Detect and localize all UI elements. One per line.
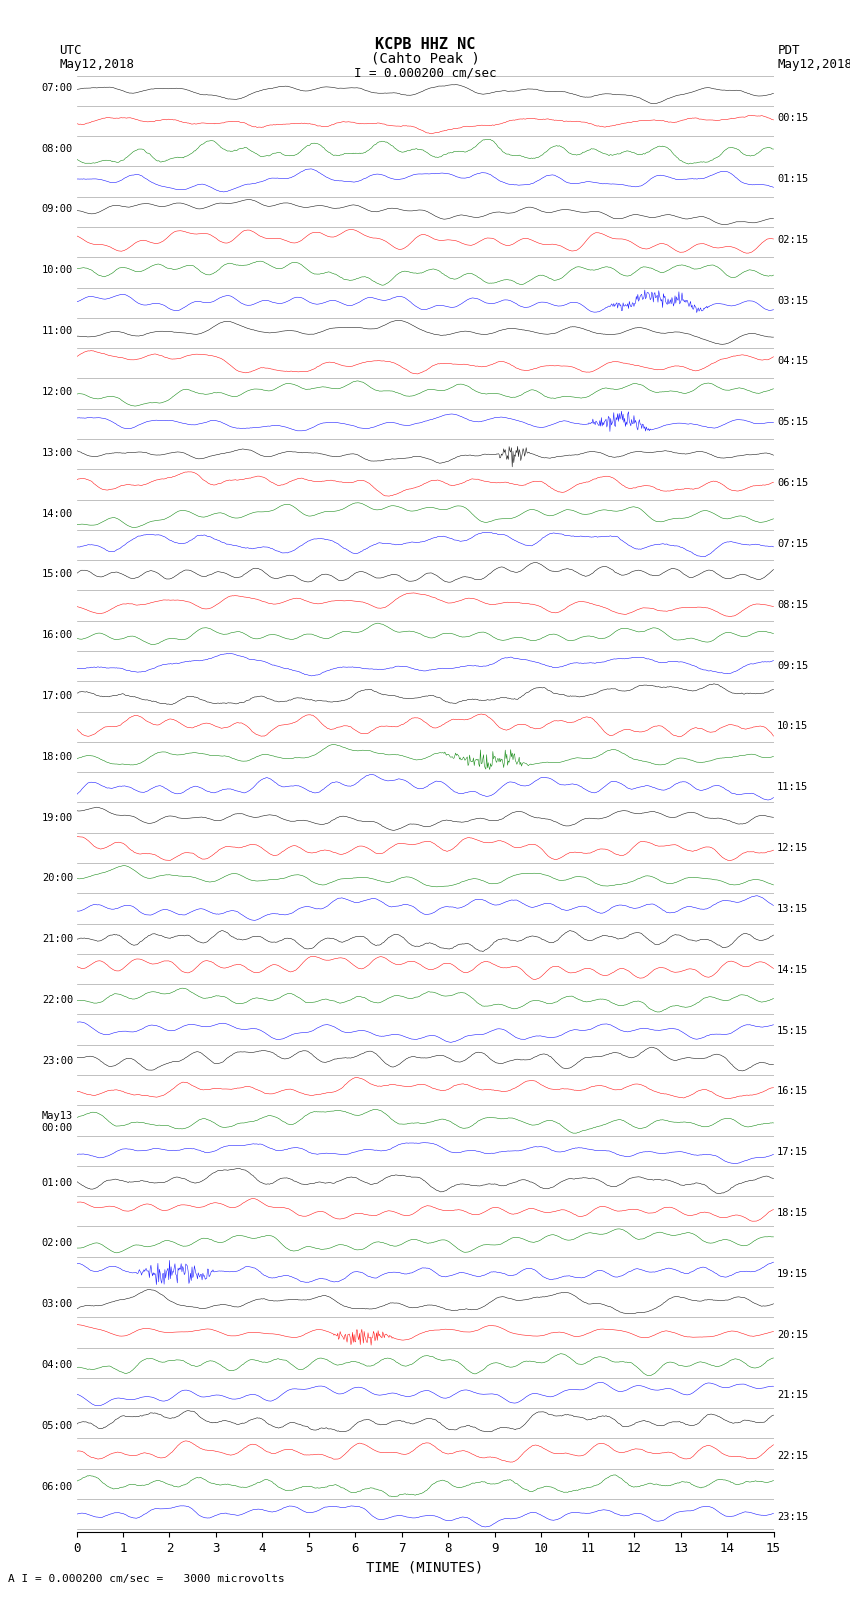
Text: 12:00: 12:00 xyxy=(42,387,73,397)
Text: 09:15: 09:15 xyxy=(777,661,808,671)
Text: 04:15: 04:15 xyxy=(777,356,808,366)
Text: I = 0.000200 cm/sec: I = 0.000200 cm/sec xyxy=(354,66,496,79)
Text: 23:15: 23:15 xyxy=(777,1511,808,1523)
Text: 22:15: 22:15 xyxy=(777,1452,808,1461)
X-axis label: TIME (MINUTES): TIME (MINUTES) xyxy=(366,1561,484,1574)
Text: (Cahto Peak ): (Cahto Peak ) xyxy=(371,52,479,66)
Text: 06:00: 06:00 xyxy=(42,1482,73,1492)
Text: 13:15: 13:15 xyxy=(777,903,808,915)
Text: KCPB HHZ NC: KCPB HHZ NC xyxy=(375,37,475,52)
Text: 02:15: 02:15 xyxy=(777,235,808,245)
Text: 21:00: 21:00 xyxy=(42,934,73,944)
Text: 16:00: 16:00 xyxy=(42,631,73,640)
Text: 19:15: 19:15 xyxy=(777,1269,808,1279)
Text: PDT: PDT xyxy=(778,44,800,56)
Text: 21:15: 21:15 xyxy=(777,1390,808,1400)
Text: May13
00:00: May13 00:00 xyxy=(42,1111,73,1132)
Text: 01:00: 01:00 xyxy=(42,1177,73,1187)
Text: 04:00: 04:00 xyxy=(42,1360,73,1369)
Text: 18:15: 18:15 xyxy=(777,1208,808,1218)
Text: 14:15: 14:15 xyxy=(777,965,808,974)
Text: 06:15: 06:15 xyxy=(777,477,808,489)
Text: A I = 0.000200 cm/sec =   3000 microvolts: A I = 0.000200 cm/sec = 3000 microvolts xyxy=(8,1574,286,1584)
Text: 20:00: 20:00 xyxy=(42,874,73,884)
Text: 07:00: 07:00 xyxy=(42,82,73,94)
Text: 05:00: 05:00 xyxy=(42,1421,73,1431)
Text: 08:15: 08:15 xyxy=(777,600,808,610)
Text: 15:15: 15:15 xyxy=(777,1026,808,1036)
Text: 18:00: 18:00 xyxy=(42,752,73,761)
Text: 23:00: 23:00 xyxy=(42,1057,73,1066)
Text: 10:00: 10:00 xyxy=(42,265,73,276)
Text: 17:00: 17:00 xyxy=(42,690,73,702)
Text: 14:00: 14:00 xyxy=(42,508,73,518)
Text: 08:00: 08:00 xyxy=(42,144,73,153)
Text: May12,2018: May12,2018 xyxy=(60,58,134,71)
Text: 17:15: 17:15 xyxy=(777,1147,808,1157)
Text: 05:15: 05:15 xyxy=(777,418,808,427)
Text: 20:15: 20:15 xyxy=(777,1329,808,1340)
Text: May12,2018: May12,2018 xyxy=(778,58,850,71)
Text: 19:00: 19:00 xyxy=(42,813,73,823)
Text: 07:15: 07:15 xyxy=(777,539,808,548)
Text: 13:00: 13:00 xyxy=(42,448,73,458)
Text: 01:15: 01:15 xyxy=(777,174,808,184)
Text: 22:00: 22:00 xyxy=(42,995,73,1005)
Text: 09:00: 09:00 xyxy=(42,205,73,215)
Text: 12:15: 12:15 xyxy=(777,844,808,853)
Text: 11:00: 11:00 xyxy=(42,326,73,336)
Text: 03:15: 03:15 xyxy=(777,295,808,306)
Text: 11:15: 11:15 xyxy=(777,782,808,792)
Text: 16:15: 16:15 xyxy=(777,1087,808,1097)
Text: 03:00: 03:00 xyxy=(42,1298,73,1310)
Text: 10:15: 10:15 xyxy=(777,721,808,731)
Text: 00:15: 00:15 xyxy=(777,113,808,123)
Text: 15:00: 15:00 xyxy=(42,569,73,579)
Text: UTC: UTC xyxy=(60,44,82,56)
Text: 02:00: 02:00 xyxy=(42,1239,73,1248)
